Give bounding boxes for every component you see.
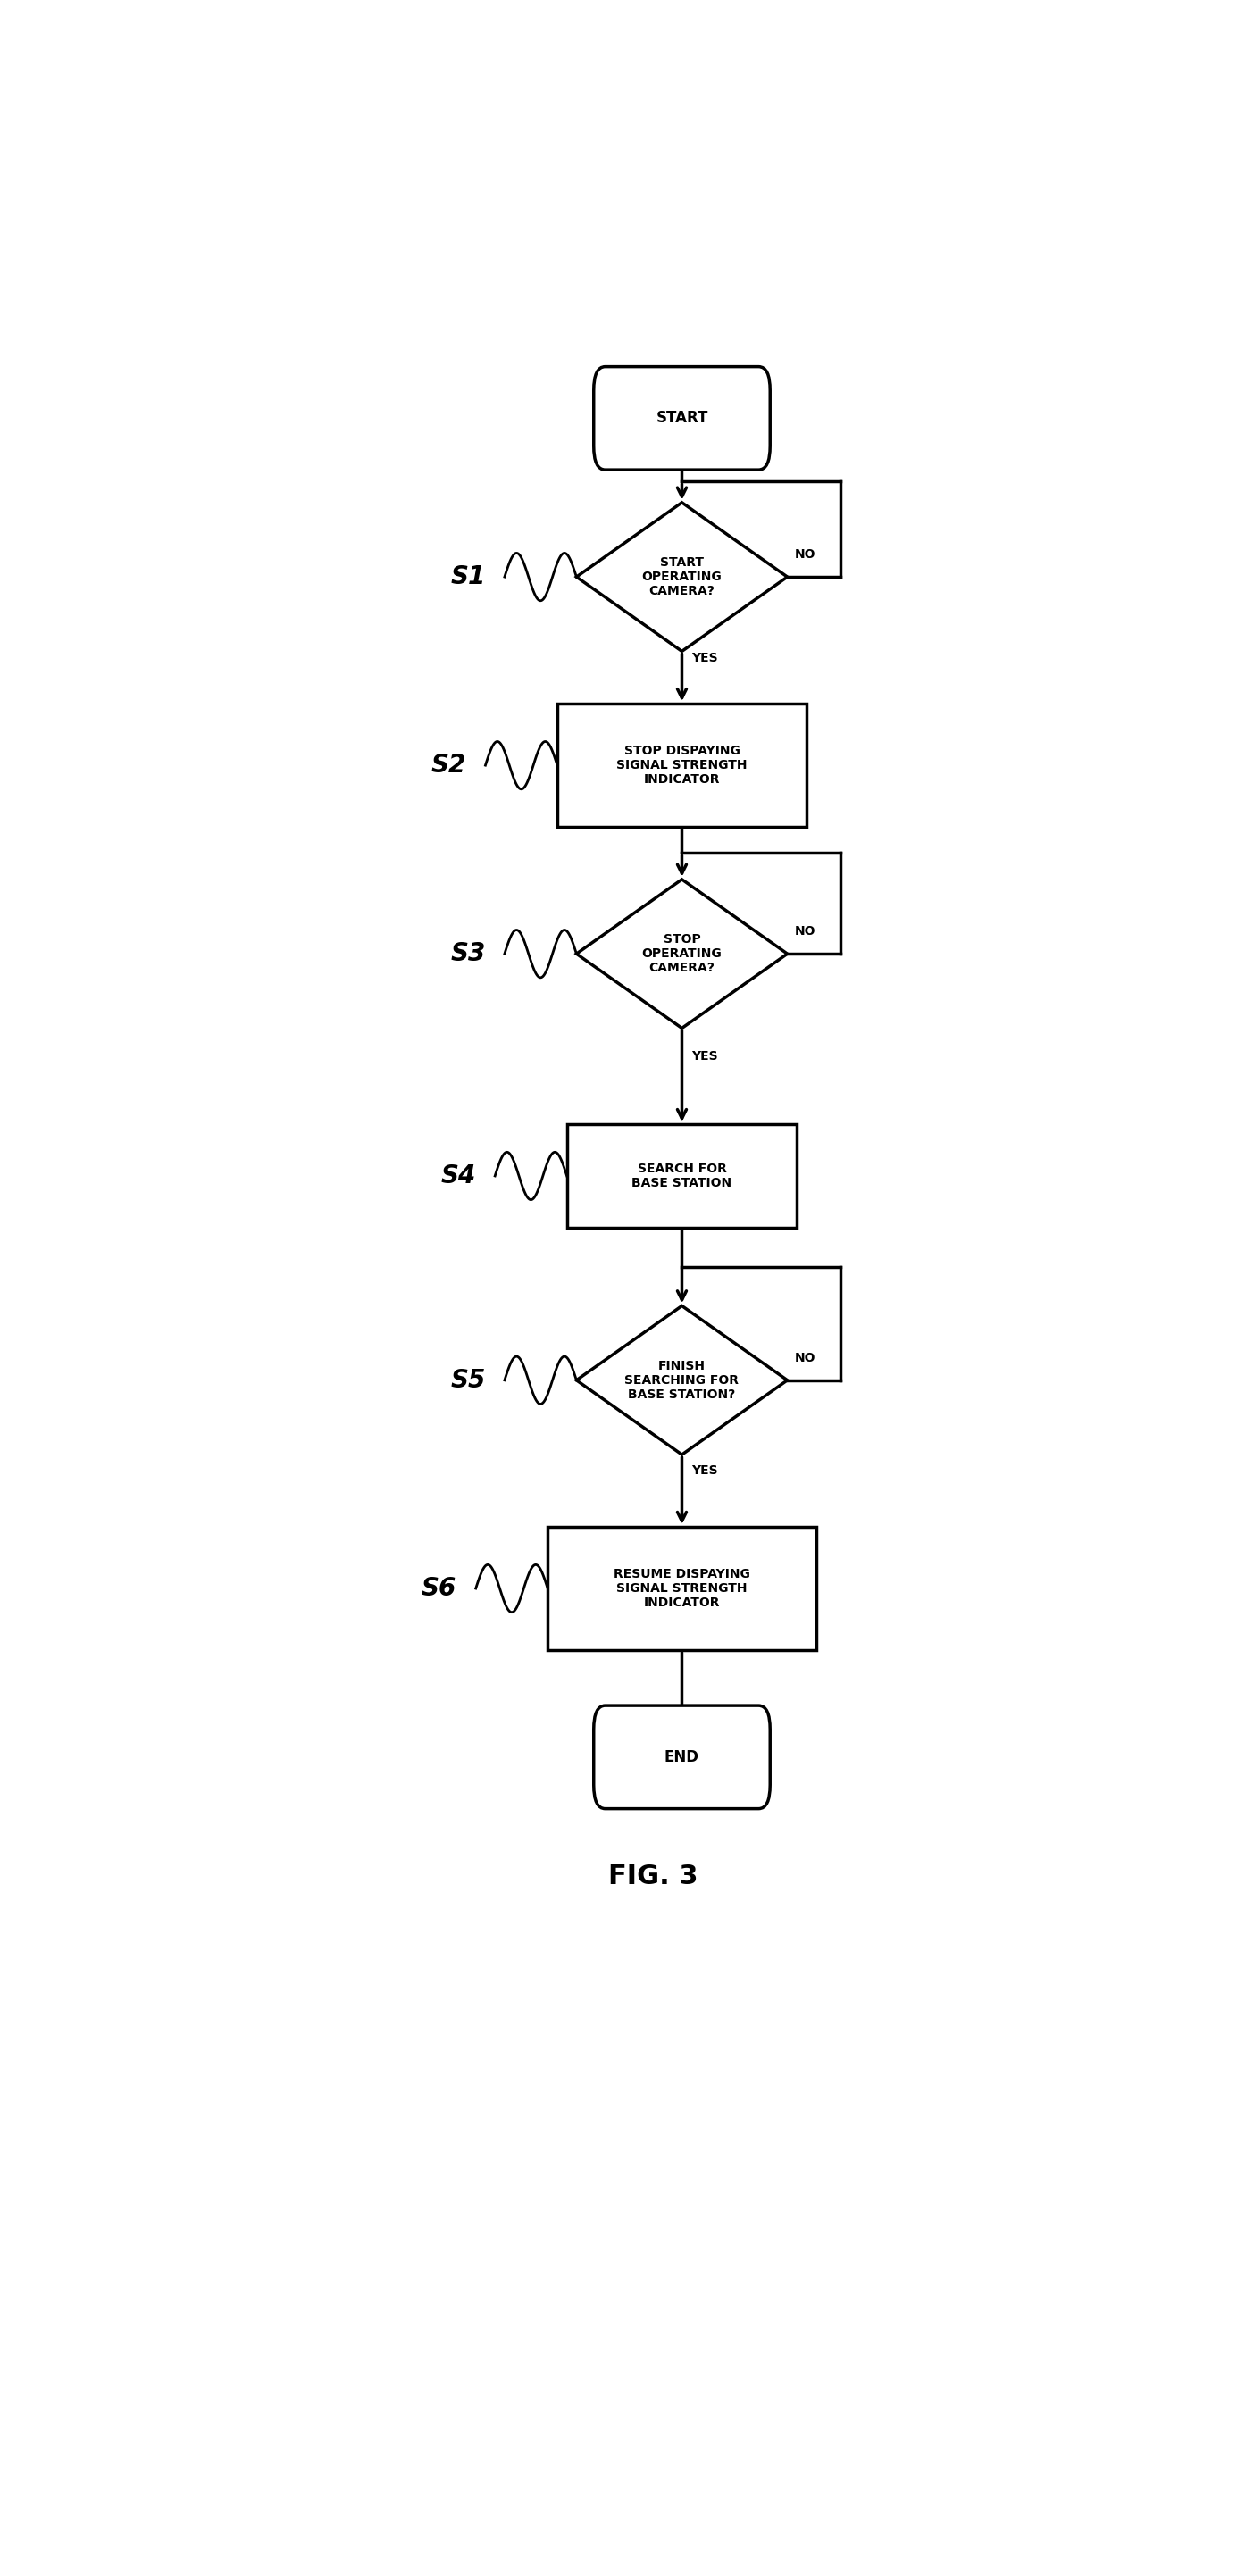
Text: STOP DISPAYING
SIGNAL STRENGTH
INDICATOR: STOP DISPAYING SIGNAL STRENGTH INDICATOR: [616, 744, 747, 786]
Text: S5: S5: [450, 1368, 485, 1394]
Text: YES: YES: [691, 1466, 717, 1476]
Text: START
OPERATING
CAMERA?: START OPERATING CAMERA?: [642, 556, 722, 598]
Bar: [558, 703, 807, 827]
Text: START: START: [656, 410, 708, 425]
Text: YES: YES: [691, 652, 717, 665]
Bar: [567, 1123, 797, 1229]
Text: YES: YES: [691, 1051, 717, 1064]
Polygon shape: [576, 878, 787, 1028]
Polygon shape: [576, 1306, 787, 1455]
Text: S4: S4: [440, 1164, 476, 1188]
Text: S1: S1: [450, 564, 485, 590]
Text: END: END: [664, 1749, 699, 1765]
Text: NO: NO: [795, 925, 816, 938]
Bar: [548, 1528, 816, 1651]
FancyBboxPatch shape: [594, 366, 771, 469]
Polygon shape: [576, 502, 787, 652]
Text: STOP
OPERATING
CAMERA?: STOP OPERATING CAMERA?: [642, 933, 722, 974]
Text: FIG. 3: FIG. 3: [609, 1862, 698, 1888]
Text: NO: NO: [795, 549, 816, 562]
Text: S6: S6: [422, 1577, 456, 1602]
Text: S3: S3: [450, 940, 485, 966]
Text: SEARCH FOR
BASE STATION: SEARCH FOR BASE STATION: [632, 1162, 732, 1190]
Text: NO: NO: [795, 1352, 816, 1365]
Text: FINISH
SEARCHING FOR
BASE STATION?: FINISH SEARCHING FOR BASE STATION?: [625, 1360, 738, 1401]
Text: S2: S2: [432, 752, 466, 778]
Text: RESUME DISPAYING
SIGNAL STRENGTH
INDICATOR: RESUME DISPAYING SIGNAL STRENGTH INDICAT…: [614, 1569, 750, 1610]
FancyBboxPatch shape: [594, 1705, 771, 1808]
